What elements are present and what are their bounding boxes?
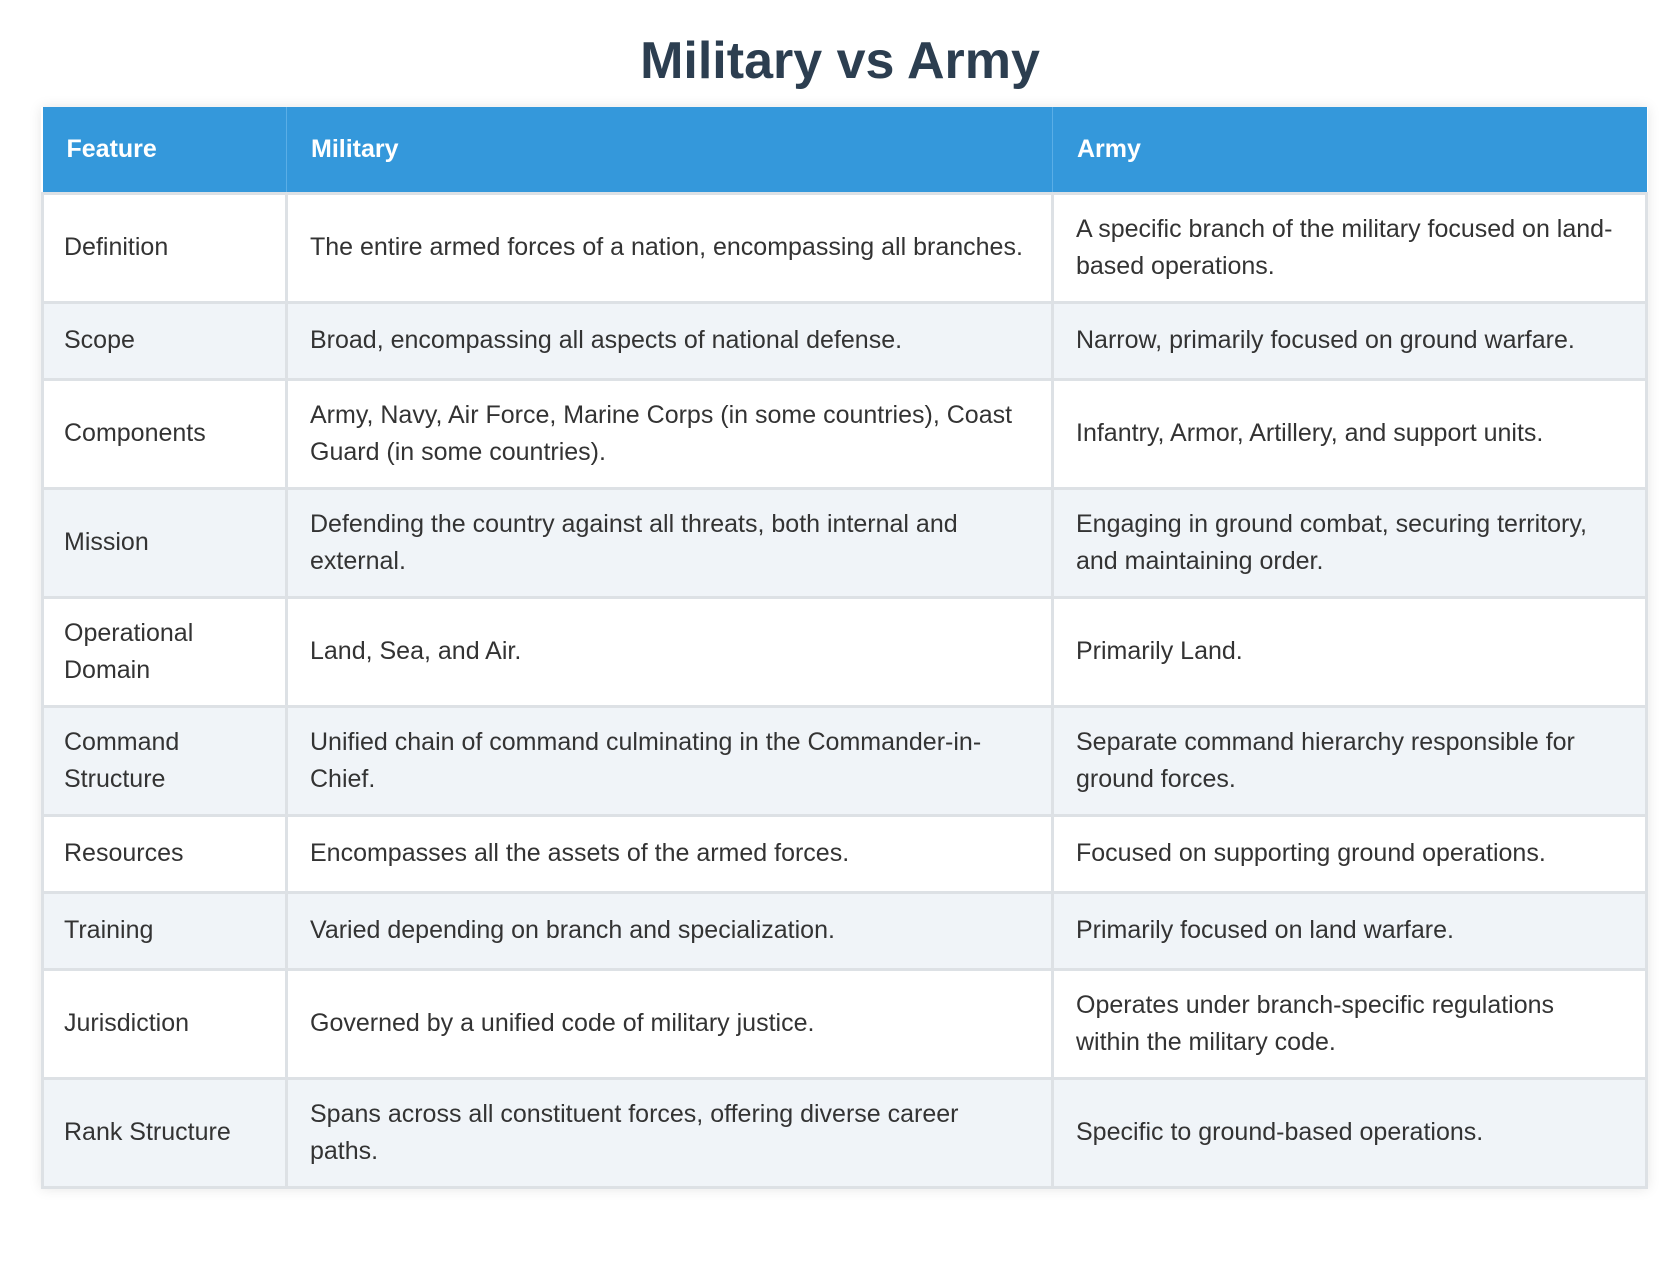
page-title: Military vs Army xyxy=(640,32,1040,90)
army-cell: Specific to ground-based operations. xyxy=(1051,1076,1648,1189)
feature-cell: Mission xyxy=(41,486,288,599)
feature-cell: Training xyxy=(41,890,288,971)
table-row: Components Army, Navy, Air Force, Marine… xyxy=(41,377,1648,490)
table-row: Definition The entire armed forces of a … xyxy=(41,191,1648,304)
feature-cell: Components xyxy=(41,377,288,490)
feature-cell: Command Structure xyxy=(41,704,288,817)
military-cell: Governed by a unified code of military j… xyxy=(285,967,1054,1080)
feature-cell: Rank Structure xyxy=(41,1076,288,1189)
feature-cell: Definition xyxy=(41,191,288,304)
header-military: Military xyxy=(286,107,1053,193)
army-cell: Operates under branch-specific regulatio… xyxy=(1051,967,1648,1080)
army-cell: Focused on supporting ground operations. xyxy=(1051,813,1648,894)
military-cell: Encompasses all the assets of the armed … xyxy=(285,813,1054,894)
header-feature: Feature xyxy=(42,107,287,193)
army-cell: Separate command hierarchy responsible f… xyxy=(1051,704,1648,817)
army-cell: Narrow, primarily focused on ground warf… xyxy=(1051,300,1648,381)
military-cell: Defending the country against all threat… xyxy=(285,486,1054,599)
military-cell: Unified chain of command culminating in … xyxy=(285,704,1054,817)
table-row: Rank Structure Spans across all constitu… xyxy=(41,1076,1648,1189)
table-row: Training Varied depending on branch and … xyxy=(41,890,1648,971)
military-cell: Land, Sea, and Air. xyxy=(285,595,1054,708)
army-cell: Primarily Land. xyxy=(1051,595,1648,708)
military-cell: Broad, encompassing all aspects of natio… xyxy=(285,300,1054,381)
military-cell: Army, Navy, Air Force, Marine Corps (in … xyxy=(285,377,1054,490)
army-cell: A specific branch of the military focuse… xyxy=(1051,191,1648,304)
army-cell: Engaging in ground combat, securing terr… xyxy=(1051,486,1648,599)
feature-cell: Resources xyxy=(41,813,288,894)
military-cell: The entire armed forces of a nation, enc… xyxy=(285,191,1054,304)
feature-cell: Operational Domain xyxy=(41,595,288,708)
table-header-row: Feature Military Army xyxy=(42,107,1647,193)
military-cell: Spans across all constituent forces, off… xyxy=(285,1076,1054,1189)
header-army: Army xyxy=(1077,134,1141,163)
army-cell: Primarily focused on land warfare. xyxy=(1051,890,1648,971)
military-cell: Varied depending on branch and specializ… xyxy=(285,890,1054,971)
army-cell: Infantry, Armor, Artillery, and support … xyxy=(1051,377,1648,490)
table-row: Command Structure Unified chain of comma… xyxy=(41,704,1648,817)
table-row: Resources Encompasses all the assets of … xyxy=(41,813,1648,894)
table-row: Operational Domain Land, Sea, and Air. P… xyxy=(41,595,1648,708)
comparison-table: Feature Military Army Definition The ent… xyxy=(41,107,1648,1189)
feature-cell: Scope xyxy=(41,300,288,381)
table-row: Jurisdiction Governed by a unified code … xyxy=(41,967,1648,1080)
table-row: Mission Defending the country against al… xyxy=(41,486,1648,599)
table-row: Scope Broad, encompassing all aspects of… xyxy=(41,300,1648,381)
feature-cell: Jurisdiction xyxy=(41,967,288,1080)
